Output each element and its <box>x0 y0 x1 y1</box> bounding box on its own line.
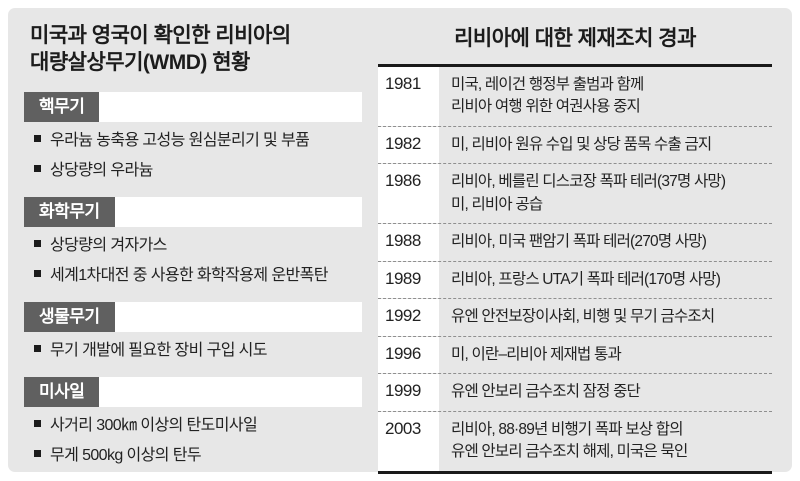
list-item: 상당량의 겨자가스 <box>34 235 362 257</box>
bullet-text: 무게 500kg 이상의 탄두 <box>50 447 202 465</box>
timeline-year: 1992 <box>378 299 439 336</box>
wmd-status-column: 미국과 영국이 확인한 리비아의 대량살상무기(WMD) 현황 핵무기 우라늄 … <box>24 16 362 474</box>
timeline-event-line: 리비아, 베를린 디스코장 폭파 테러(37명 사망) <box>451 173 726 191</box>
timeline-event-line: 리비아, 88·89년 비행기 폭파 보상 합의 <box>451 420 683 438</box>
timeline-event-line: 유엔 안전보장이사회, 비행 및 무기 금수조치 <box>451 308 715 326</box>
bullet-square-icon <box>34 164 41 172</box>
timeline-row: 1989 리비아, 프랑스 UTA기 폭파 테러(170명 사망) <box>378 260 772 299</box>
timeline-event-line: 리비아, 프랑스 UTA기 폭파 테러(170명 사망) <box>451 270 721 288</box>
section-label: 화학무기 <box>24 196 115 227</box>
timeline-event-line: 미, 리비아 공습 <box>451 195 543 213</box>
timeline-event: 리비아, 베를린 디스코장 폭파 테러(37명 사망) 미, 리비아 공습 <box>439 164 726 223</box>
timeline-event: 유엔 안전보장이사회, 비행 및 무기 금수조치 <box>439 299 715 335</box>
wmd-sections: 핵무기 우라늄 농축용 고성능 원심분리기 및 부품 상당량의 우라늄 화학무기… <box>24 91 362 468</box>
timeline-event-line: 유엔 안보리 금수조치 해제, 미국은 묵인 <box>451 443 688 461</box>
list-item: 무기 개발에 필요한 장비 구입 시도 <box>34 340 362 362</box>
timeline-event: 유엔 안보리 금수조치 잠정 중단 <box>439 374 641 410</box>
left-panel-title: 미국과 영국이 확인한 리비아의 대량살상무기(WMD) 현황 <box>30 22 362 77</box>
timeline-event-line: 리비아 여행 위한 여권사용 중지 <box>451 98 641 116</box>
timeline-event-line: 유엔 안보리 금수조치 잠정 중단 <box>451 383 641 401</box>
bullet-square-icon <box>34 239 41 247</box>
timeline-year: 1988 <box>378 224 439 261</box>
timeline-row: 1988 리비아, 미국 팬암기 폭파 테러(270명 사망) <box>378 223 772 261</box>
section-item-list: 무기 개발에 필요한 장비 구입 시도 <box>34 340 362 362</box>
section-header-bar: 화학무기 <box>24 196 362 227</box>
list-item: 상당량의 우라늄 <box>34 160 362 182</box>
section-label: 핵무기 <box>24 91 100 122</box>
bullet-text: 상당량의 겨자가스 <box>50 236 167 254</box>
timeline-event-line: 리비아, 미국 팬암기 폭파 테러(270명 사망) <box>451 233 707 251</box>
wmd-section: 생물무기 무기 개발에 필요한 장비 구입 시도 <box>24 301 362 362</box>
bullet-text: 사거리 300㎞ 이상의 탄도미사일 <box>50 416 258 434</box>
left-title-line2: 대량살상무기(WMD) 현황 <box>30 51 250 75</box>
section-item-list: 사거리 300㎞ 이상의 탄도미사일 무게 500kg 이상의 탄두 <box>34 415 362 467</box>
bullet-square-icon <box>34 419 41 427</box>
list-item: 사거리 300㎞ 이상의 탄도미사일 <box>34 415 362 437</box>
section-header-bar: 미사일 <box>24 376 362 407</box>
timeline-event: 미, 이란–리비아 제재법 통과 <box>439 337 622 373</box>
timeline-event: 리비아, 미국 팬암기 폭파 테러(270명 사망) <box>439 224 707 260</box>
bullet-text: 상당량의 우라늄 <box>50 161 153 179</box>
timeline-event: 리비아, 프랑스 UTA기 폭파 테러(170명 사망) <box>439 262 721 298</box>
list-item: 무게 500kg 이상의 탄두 <box>34 445 362 467</box>
timeline-event-line: 미, 이란–리비아 제재법 통과 <box>451 345 622 363</box>
timeline-event-line: 미국, 레이건 행정부 출범과 함께 <box>451 76 644 93</box>
right-panel-title: 리비아에 대한 제재조치 경과 <box>454 27 696 50</box>
timeline-row: 1992 유엔 안전보장이사회, 비행 및 무기 금수조치 <box>378 298 772 336</box>
timeline-year: 1996 <box>378 336 439 374</box>
section-header-bar: 생물무기 <box>24 301 362 332</box>
timeline-row: 1982 미, 리비아 원유 수입 및 상당 품목 수출 금지 <box>378 125 772 164</box>
two-column-layout: 미국과 영국이 확인한 리비아의 대량살상무기(WMD) 현황 핵무기 우라늄 … <box>8 8 792 474</box>
timeline-year: 1986 <box>378 164 439 224</box>
timeline-row: 1986 리비아, 베를린 디스코장 폭파 테러(37명 사망) 미, 리비아 공… <box>378 163 772 224</box>
section-item-list: 우라늄 농축용 고성능 원심분리기 및 부품 상당량의 우라늄 <box>34 130 362 182</box>
timeline-year: 2003 <box>378 411 439 471</box>
bullet-square-icon <box>34 269 41 277</box>
list-item: 우라늄 농축용 고성능 원심분리기 및 부품 <box>34 130 362 152</box>
timeline-event: 미, 리비아 원유 수입 및 상당 품목 수출 금지 <box>439 127 712 163</box>
bullet-text: 무기 개발에 필요한 장비 구입 시도 <box>50 341 268 359</box>
left-title-line1: 미국과 영국이 확인한 리비아의 <box>30 24 291 47</box>
bullet-text: 세계1차대전 중 사용한 화학작용제 운반폭탄 <box>50 266 328 284</box>
timeline-row: 1999 유엔 안보리 금수조치 잠정 중단 <box>378 373 772 411</box>
timeline-year: 1999 <box>378 374 439 411</box>
section-label: 미사일 <box>24 376 100 407</box>
wmd-section: 미사일 사거리 300㎞ 이상의 탄도미사일 무게 500kg 이상의 탄두 <box>24 376 362 467</box>
section-header-bar: 핵무기 <box>24 91 362 122</box>
timeline-year: 1982 <box>378 126 439 164</box>
bullet-square-icon <box>34 450 41 458</box>
timeline-year: 1989 <box>378 261 439 299</box>
timeline-row: 1996 미, 이란–리비아 제재법 통과 <box>378 335 772 374</box>
section-label: 생물무기 <box>24 301 115 332</box>
section-item-list: 상당량의 겨자가스 세계1차대전 중 사용한 화학작용제 운반폭탄 <box>34 235 362 287</box>
wmd-section: 화학무기 상당량의 겨자가스 세계1차대전 중 사용한 화학작용제 운반폭탄 <box>24 196 362 287</box>
bullet-square-icon <box>34 344 41 352</box>
wmd-section: 핵무기 우라늄 농축용 고성능 원심분리기 및 부품 상당량의 우라늄 <box>24 91 362 182</box>
bullet-text: 우라늄 농축용 고성능 원심분리기 및 부품 <box>50 131 310 149</box>
bullet-square-icon <box>34 134 41 142</box>
timeline-event-line: 미, 리비아 원유 수입 및 상당 품목 수출 금지 <box>451 135 712 153</box>
list-item: 세계1차대전 중 사용한 화학작용제 운반폭탄 <box>34 265 362 287</box>
timeline-year: 1981 <box>378 67 439 126</box>
infographic-panel: 미국과 영국이 확인한 리비아의 대량살상무기(WMD) 현황 핵무기 우라늄 … <box>8 8 792 474</box>
